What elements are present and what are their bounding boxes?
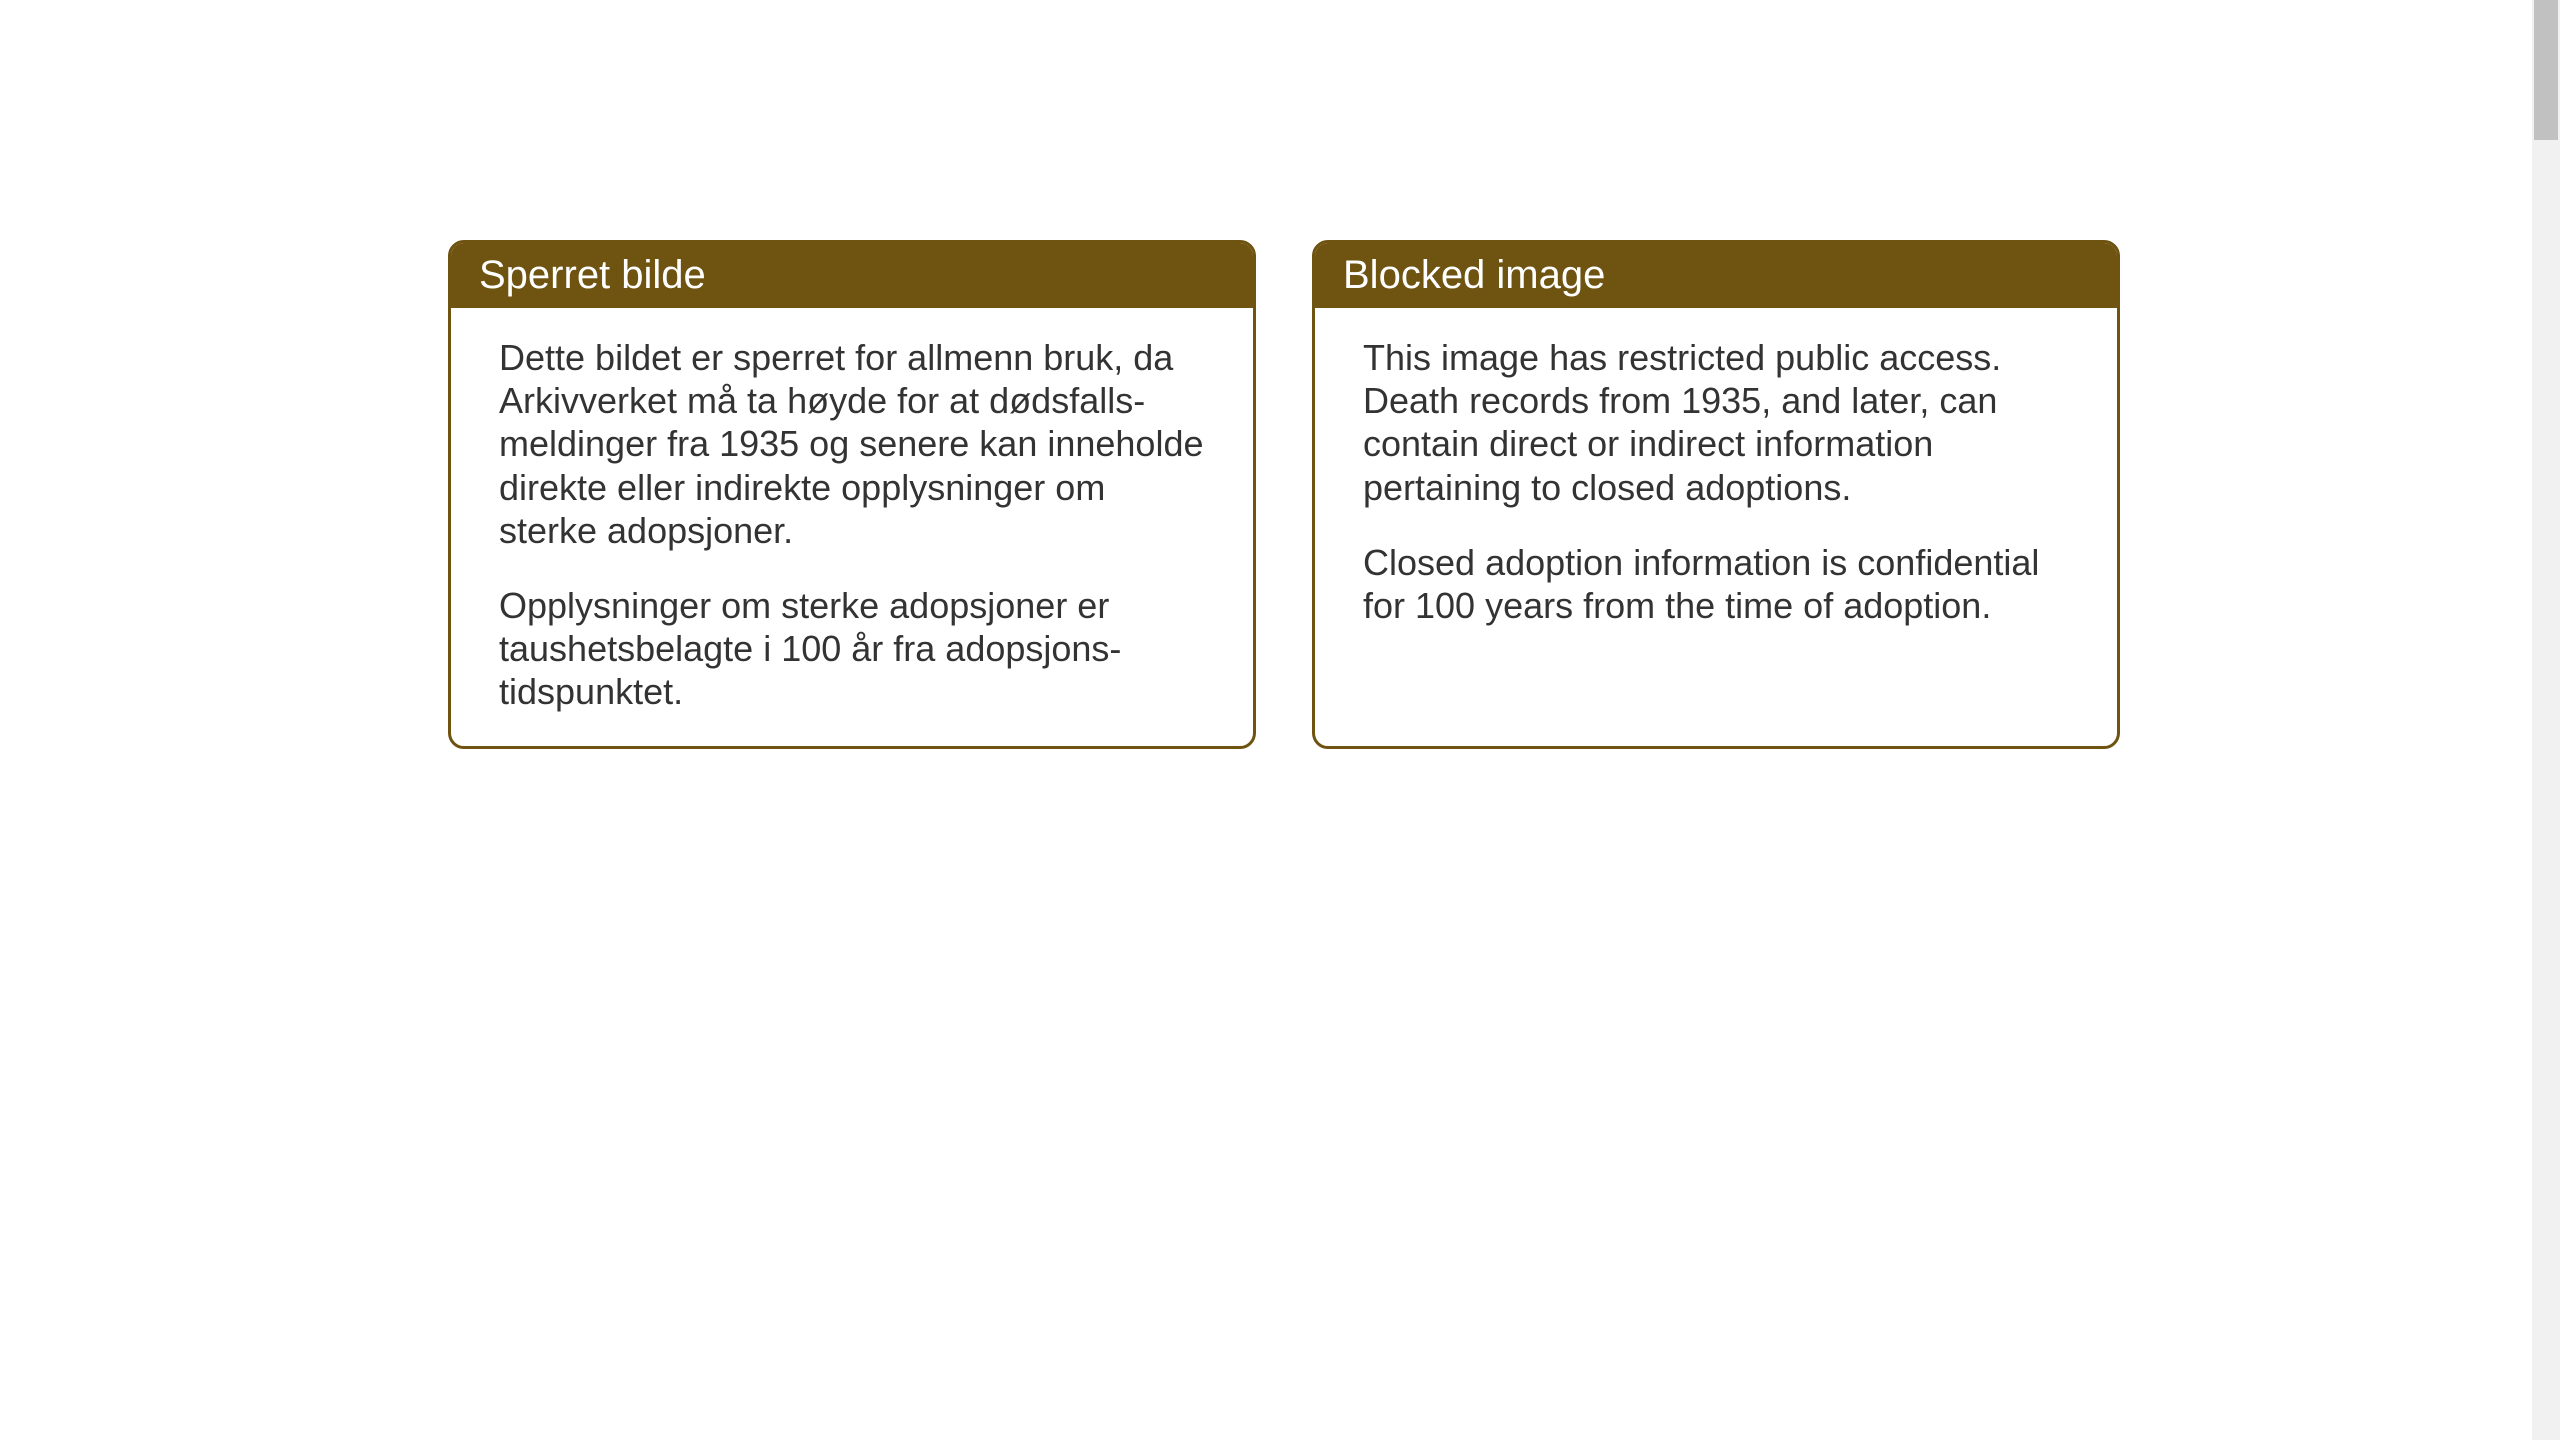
scrollbar-track[interactable]	[2532, 0, 2560, 1440]
notice-paragraph-1-norwegian: Dette bildet er sperret for allmenn bruk…	[499, 336, 1205, 552]
notice-body-norwegian: Dette bildet er sperret for allmenn bruk…	[451, 308, 1253, 746]
notice-paragraph-2-norwegian: Opplysninger om sterke adopsjoner er tau…	[499, 584, 1205, 714]
notice-box-norwegian: Sperret bilde Dette bildet er sperret fo…	[448, 240, 1256, 749]
notice-body-english: This image has restricted public access.…	[1315, 308, 2117, 659]
notice-container: Sperret bilde Dette bildet er sperret fo…	[448, 240, 2120, 749]
notice-header-norwegian: Sperret bilde	[451, 243, 1253, 308]
notice-paragraph-1-english: This image has restricted public access.…	[1363, 336, 2069, 509]
notice-paragraph-2-english: Closed adoption information is confident…	[1363, 541, 2069, 627]
notice-box-english: Blocked image This image has restricted …	[1312, 240, 2120, 749]
scrollbar-thumb[interactable]	[2534, 0, 2558, 140]
notice-header-english: Blocked image	[1315, 243, 2117, 308]
